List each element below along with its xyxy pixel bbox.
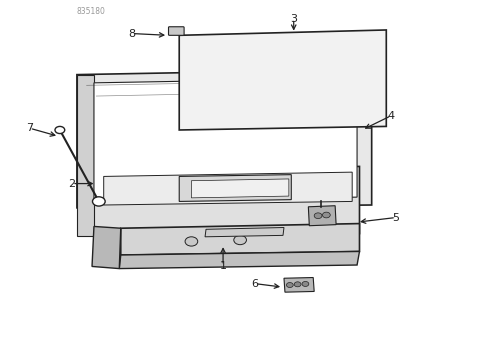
Circle shape: [322, 212, 330, 218]
Circle shape: [55, 126, 65, 134]
Polygon shape: [104, 172, 352, 205]
Polygon shape: [94, 166, 360, 237]
Text: 5: 5: [392, 212, 399, 222]
Polygon shape: [77, 69, 372, 208]
Polygon shape: [205, 228, 284, 237]
Polygon shape: [119, 251, 360, 269]
Circle shape: [314, 213, 322, 219]
Text: 3: 3: [290, 14, 297, 23]
Text: 835180: 835180: [77, 7, 106, 16]
Circle shape: [294, 282, 301, 287]
Text: 7: 7: [26, 123, 33, 133]
Text: 8: 8: [128, 28, 136, 39]
Polygon shape: [284, 278, 314, 292]
Polygon shape: [94, 78, 357, 200]
Polygon shape: [179, 30, 386, 130]
Circle shape: [302, 282, 309, 287]
Circle shape: [185, 237, 198, 246]
Circle shape: [234, 235, 246, 245]
Circle shape: [93, 197, 105, 206]
Circle shape: [287, 283, 293, 288]
Polygon shape: [192, 179, 289, 198]
Polygon shape: [77, 75, 94, 237]
FancyBboxPatch shape: [169, 27, 184, 35]
Polygon shape: [179, 175, 291, 202]
Polygon shape: [92, 226, 121, 269]
Polygon shape: [121, 224, 360, 255]
Text: 6: 6: [251, 279, 258, 289]
Polygon shape: [308, 206, 336, 226]
Text: 4: 4: [388, 111, 395, 121]
Text: 1: 1: [220, 261, 226, 271]
Text: 2: 2: [69, 179, 75, 189]
